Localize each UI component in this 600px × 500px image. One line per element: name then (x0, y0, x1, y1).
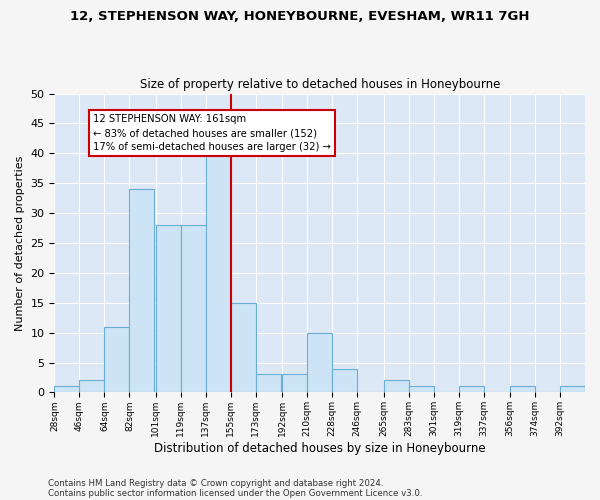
Bar (206, 154, 231, 392)
Bar (231, 303, 256, 392)
Bar (332, 368, 357, 392)
Bar (156, 225, 181, 392)
Bar (560, 386, 585, 392)
Bar (130, 189, 154, 392)
Text: Contains public sector information licensed under the Open Government Licence v3: Contains public sector information licen… (48, 488, 422, 498)
Bar (510, 386, 535, 392)
Text: 12 STEPHENSON WAY: 161sqm
← 83% of detached houses are smaller (152)
17% of semi: 12 STEPHENSON WAY: 161sqm ← 83% of detac… (93, 114, 331, 152)
Bar (55, 386, 79, 392)
Bar (104, 326, 130, 392)
Bar (458, 386, 484, 392)
Title: Size of property relative to detached houses in Honeybourne: Size of property relative to detached ho… (140, 78, 500, 91)
Bar (256, 374, 281, 392)
Bar (282, 374, 307, 392)
Bar (383, 380, 409, 392)
Bar (79, 380, 104, 392)
Text: 12, STEPHENSON WAY, HONEYBOURNE, EVESHAM, WR11 7GH: 12, STEPHENSON WAY, HONEYBOURNE, EVESHAM… (70, 10, 530, 23)
Bar (409, 386, 434, 392)
Y-axis label: Number of detached properties: Number of detached properties (15, 156, 25, 330)
X-axis label: Distribution of detached houses by size in Honeybourne: Distribution of detached houses by size … (154, 442, 485, 455)
Text: Contains HM Land Registry data © Crown copyright and database right 2024.: Contains HM Land Registry data © Crown c… (48, 478, 383, 488)
Bar (307, 332, 332, 392)
Bar (181, 225, 206, 392)
